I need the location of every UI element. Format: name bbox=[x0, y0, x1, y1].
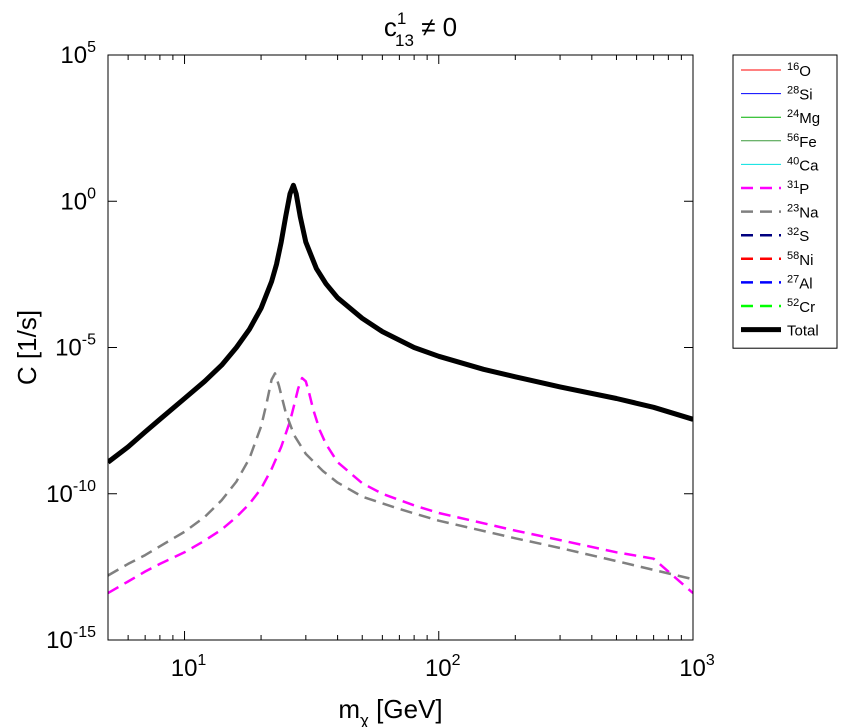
series-line-31P bbox=[108, 376, 693, 595]
series-layer bbox=[108, 182, 693, 595]
legend-entry-23Na: 23Na bbox=[741, 203, 819, 222]
y-tick-label: 100 bbox=[60, 185, 96, 215]
legend-label: 31P bbox=[787, 179, 809, 198]
legend-entry-56Fe: 56Fe bbox=[741, 132, 817, 151]
chart-title: c1 13 ≠ 0 bbox=[384, 9, 457, 50]
legend-label: 56Fe bbox=[787, 132, 817, 151]
legend-label: 58Ni bbox=[787, 250, 813, 269]
legend-label: 32S bbox=[787, 226, 809, 245]
legend-entry-52Cr: 52Cr bbox=[741, 297, 815, 316]
legend: 16O 28Si 24Mg 56Fe 40Ca 31P 23Na 32S 58Ni 27Al 52C… bbox=[732, 54, 838, 349]
axes-box bbox=[107, 54, 694, 641]
series-line-Total bbox=[108, 182, 693, 465]
legend-label: 23Na bbox=[787, 203, 819, 222]
legend-label: 27Al bbox=[787, 273, 813, 292]
legend-entry-24Mg: 24Mg bbox=[741, 108, 820, 127]
legend-label: 16O bbox=[787, 61, 811, 80]
legend-box bbox=[732, 54, 838, 349]
x-tick-label: 103 bbox=[679, 652, 715, 682]
y-tick-label: 10-5 bbox=[55, 332, 96, 362]
legend-label: Total bbox=[787, 323, 819, 340]
legend-label: 52Cr bbox=[787, 297, 815, 316]
series-line-23Na bbox=[108, 372, 693, 581]
x-tick-label: 101 bbox=[171, 652, 207, 682]
y-tick-label: 10-15 bbox=[46, 624, 96, 654]
legend-entry-31P: 31P bbox=[741, 179, 809, 198]
y-axis-label: C [1/s] bbox=[12, 310, 42, 385]
y-tick-label: 10-10 bbox=[46, 478, 96, 508]
y-tick-label: 105 bbox=[60, 39, 96, 69]
x-axis-label: mχ [GeV] bbox=[338, 694, 442, 727]
x-tick-label: 102 bbox=[425, 652, 461, 682]
legend-label: 40Ca bbox=[787, 155, 819, 174]
ticks-layer bbox=[107, 54, 694, 641]
legend-entry-27Al: 27Al bbox=[741, 273, 813, 292]
legend-label: 24Mg bbox=[787, 108, 820, 127]
legend-entry-32S: 32S bbox=[741, 226, 809, 245]
legend-entry-40Ca: 40Ca bbox=[741, 155, 819, 174]
legend-label: 28Si bbox=[787, 85, 813, 104]
legend-entry-Total: Total bbox=[741, 323, 819, 340]
legend-entry-28Si: 28Si bbox=[741, 85, 813, 104]
legend-entry-16O: 16O bbox=[741, 61, 811, 80]
legend-entry-58Ni: 58Ni bbox=[741, 250, 813, 269]
labels-layer: 101 102 103 105 100 10-5 10-10 10-15 c1 13 ≠ 0 mχ … bbox=[12, 9, 715, 727]
